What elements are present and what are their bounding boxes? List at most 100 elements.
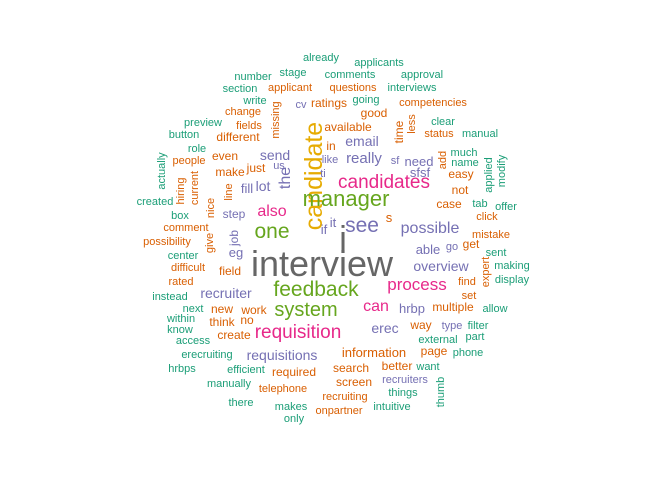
word-things: things [388,387,418,399]
word-not: not [452,183,469,197]
word-missing: missing [270,101,282,138]
word-go: go [446,241,458,253]
word-instead: instead [152,291,187,303]
word-required: required [272,365,316,379]
word-field: field [219,264,241,278]
word-much: much [451,147,478,159]
word-process: process [387,275,447,294]
word-actually: actually [156,152,168,190]
word-get: get [463,237,480,251]
word-phone: phone [453,347,484,359]
word-better: better [382,359,413,373]
word-also: also [257,203,286,220]
word-questions: questions [329,82,377,94]
word-like: like [322,154,339,166]
word-if: if [321,222,328,237]
word-applicant: applicant [268,82,312,94]
word-really: really [346,150,382,167]
word-system: system [274,299,337,321]
word-number: number [234,71,272,83]
word-cv: cv [296,99,308,111]
word-intuitive: intuitive [373,401,410,413]
word-candidate: candidate [300,122,328,230]
word-erec: erec [371,320,398,336]
word-fill: fill [241,181,253,196]
word-information: information [342,345,406,360]
word-manual: manual [462,128,498,140]
word-the: the [277,167,294,189]
word-feedback: feedback [273,278,359,301]
word-find: find [458,276,476,288]
word-allow: allow [482,303,507,315]
word-current: current [189,171,201,205]
word-time: time [392,120,406,143]
word-change: change [225,106,261,118]
word-send: send [260,147,290,163]
word-comment: comment [163,222,208,234]
word-stage: stage [280,67,307,79]
word-easy: easy [448,167,473,181]
word-going: going [353,94,380,106]
word-center: center [168,250,199,262]
word-click: click [476,211,498,223]
word-eg: eg [229,245,243,260]
word-hrbp: hrbp [399,301,425,316]
word-requisitions: requisitions [247,347,318,363]
word-possibility: possibility [143,236,191,248]
word-offer: offer [495,201,517,213]
word-filter: filter [468,320,489,332]
word-less: less [406,114,418,134]
word-even: even [212,149,238,163]
word-work: work [240,303,267,317]
word-tab: tab [472,198,487,210]
word-ratings: ratings [311,96,347,110]
word-makes: makes [275,401,308,413]
word-interviews: interviews [388,82,437,94]
word-modify: modify [496,154,508,187]
word-difficult: difficult [171,262,205,274]
word-job: job [227,230,241,247]
word-want: want [415,361,439,373]
word-comments: comments [325,69,376,81]
word-recruiters: recruiters [382,374,428,386]
word-applicants: applicants [354,57,404,69]
word-requisition: requisition [255,322,342,343]
word-telephone: telephone [259,383,307,395]
word-rated: rated [168,276,193,288]
word-i: i [339,220,347,258]
word-access: access [176,335,211,347]
word-hrbps: hrbps [168,363,196,375]
word-good: good [361,106,388,120]
word-applied: applied [483,157,495,192]
word-manager: manager [303,186,390,211]
word-type: type [442,320,463,332]
word-status: status [424,128,454,140]
word-part: part [466,331,485,343]
word-there: there [228,397,253,409]
word-sf: sf [391,155,401,167]
word-button: button [169,129,200,141]
word-sent: sent [486,247,507,259]
word-page: page [421,344,448,358]
word-already: already [303,52,340,64]
word-possible: possible [401,220,460,237]
word-section: section [223,83,258,95]
word-step: step [223,207,246,221]
word-in: in [326,139,335,153]
word-role: role [188,143,206,155]
word-preview: preview [184,117,222,129]
word-add: add [437,151,449,169]
word-only: only [284,413,305,425]
word-clear: clear [431,116,455,128]
word-onpartner: onpartner [315,405,362,417]
word-email: email [345,133,378,149]
word-know: know [167,324,193,336]
word-way: way [409,318,431,332]
word-make: make [215,165,245,179]
word-s: s [386,210,393,225]
word-thumb: thumb [435,377,447,408]
word-need: need [405,154,434,169]
word-available: available [324,120,372,134]
word-hiring: hiring [175,178,187,205]
word-manually: manually [207,378,252,390]
